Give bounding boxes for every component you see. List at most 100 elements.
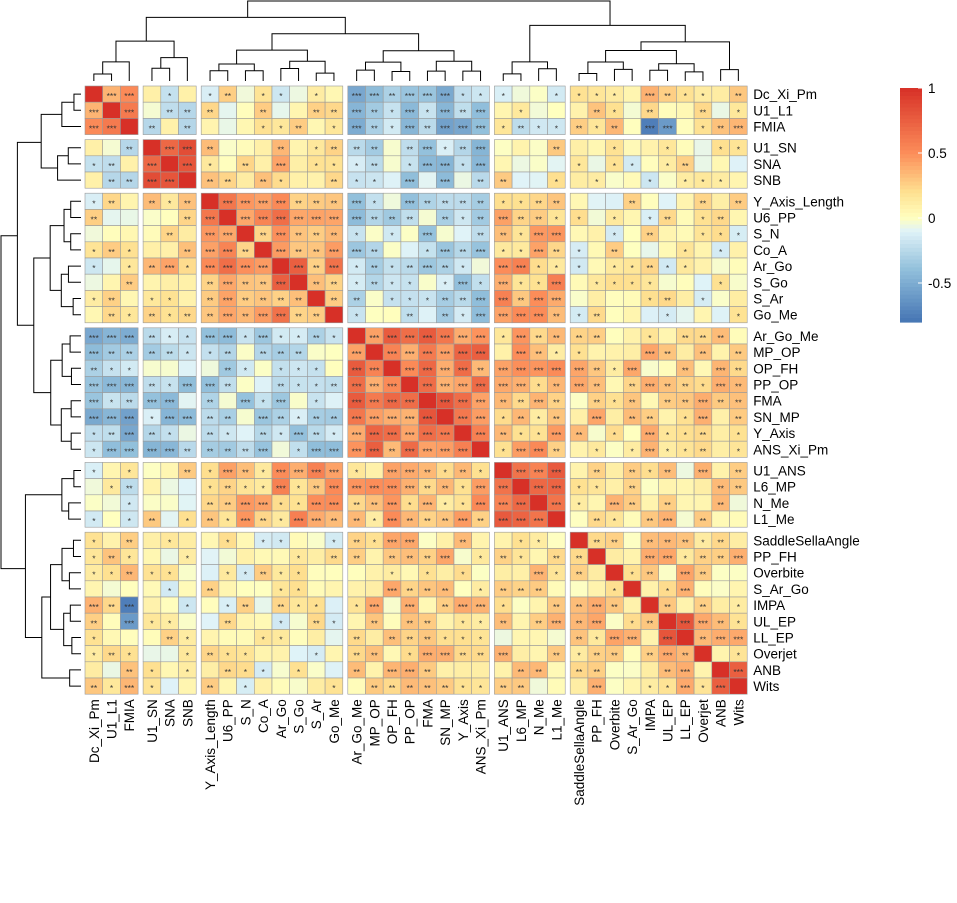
heatmap-cell bbox=[587, 241, 606, 259]
significance-mark: * bbox=[479, 635, 483, 645]
heatmap-cell bbox=[711, 564, 730, 582]
significance-mark: *** bbox=[716, 683, 727, 693]
significance-mark: *** bbox=[440, 247, 451, 257]
significance-mark: ** bbox=[629, 198, 636, 208]
heatmap-cell bbox=[587, 139, 606, 157]
heatmap-cell bbox=[200, 359, 220, 377]
heatmap-cell bbox=[494, 343, 513, 361]
heatmap-cell bbox=[400, 376, 419, 393]
significance-mark: ** bbox=[313, 312, 320, 322]
significance-mark: *** bbox=[476, 382, 487, 392]
significance-mark: ** bbox=[207, 107, 214, 117]
heatmap-cell bbox=[605, 661, 624, 679]
significance-mark: *** bbox=[458, 414, 469, 424]
significance-mark: ** bbox=[313, 484, 320, 494]
significance-mark: * bbox=[684, 446, 688, 456]
significance-mark: ** bbox=[735, 198, 742, 208]
significance-mark: ** bbox=[207, 651, 214, 661]
significance-mark: *** bbox=[405, 484, 416, 494]
significance-mark: ** bbox=[553, 398, 560, 408]
significance-mark: * bbox=[613, 145, 617, 155]
significance-mark: *** bbox=[476, 107, 487, 117]
significance-mark: * bbox=[261, 667, 265, 677]
heatmap-cell bbox=[494, 101, 513, 119]
significance-mark: *** bbox=[422, 349, 433, 359]
heatmap-cell bbox=[511, 478, 531, 496]
heatmap-cell bbox=[347, 580, 366, 598]
dendrogram-branch bbox=[71, 637, 81, 655]
dendrogram-branch bbox=[365, 61, 402, 72]
significance-mark: * bbox=[443, 468, 447, 478]
significance-mark: * bbox=[390, 231, 394, 241]
heatmap-cell bbox=[365, 564, 384, 582]
heatmap-cell bbox=[382, 192, 402, 210]
heatmap-cell bbox=[640, 596, 660, 614]
significance-mark: ** bbox=[389, 215, 396, 225]
heatmap-cell bbox=[622, 645, 642, 663]
heatmap-cell bbox=[471, 564, 490, 582]
significance-mark: *** bbox=[733, 635, 744, 645]
dendrogram-branch bbox=[613, 68, 633, 81]
significance-mark: *** bbox=[498, 279, 509, 289]
significance-mark: * bbox=[701, 296, 705, 306]
significance-mark: ** bbox=[371, 651, 378, 661]
significance-mark: ** bbox=[108, 554, 115, 564]
heatmap-cell bbox=[640, 661, 660, 679]
heatmap-cell bbox=[569, 392, 589, 410]
significance-mark: *** bbox=[534, 231, 545, 241]
significance-mark: ** bbox=[353, 635, 360, 645]
column-label: IMPA bbox=[643, 699, 658, 731]
significance-mark: ** bbox=[553, 312, 560, 322]
significance-mark: ** bbox=[184, 247, 191, 257]
significance-mark: ** bbox=[313, 231, 320, 241]
dendrogram-branch bbox=[315, 72, 335, 81]
heatmap-cell bbox=[84, 478, 104, 496]
heatmap-cell bbox=[640, 241, 660, 259]
significance-mark: ** bbox=[682, 161, 689, 171]
heatmap-cell bbox=[435, 661, 455, 679]
heatmap-cell bbox=[271, 440, 291, 458]
heatmap-cell bbox=[729, 677, 748, 695]
significance-mark: * bbox=[479, 683, 483, 693]
heatmap-cell bbox=[729, 241, 748, 259]
legend-swatch bbox=[900, 232, 922, 237]
significance-mark: *** bbox=[124, 333, 135, 343]
column-label: Overjet bbox=[696, 699, 711, 743]
significance-mark: ** bbox=[331, 231, 338, 241]
heatmap-cell bbox=[605, 548, 624, 565]
significance-mark: * bbox=[297, 500, 301, 510]
significance-mark: *** bbox=[458, 398, 469, 408]
row-label: ANB bbox=[753, 663, 781, 678]
significance-mark: ** bbox=[735, 382, 742, 392]
significance-mark: ** bbox=[331, 177, 338, 187]
significance-mark: * bbox=[479, 554, 483, 564]
significance-mark: ** bbox=[518, 124, 525, 134]
significance-mark: * bbox=[577, 215, 581, 225]
heatmap-cell bbox=[605, 290, 624, 307]
significance-mark: * bbox=[537, 263, 541, 273]
heatmap-cell bbox=[569, 225, 589, 243]
heatmap-cell bbox=[254, 677, 273, 695]
significance-mark: *** bbox=[516, 516, 527, 526]
significance-mark: *** bbox=[294, 468, 305, 478]
row-label: IMPA bbox=[753, 598, 785, 613]
heatmap-cell bbox=[658, 241, 677, 259]
significance-mark: ** bbox=[477, 177, 484, 187]
heatmap-cell bbox=[218, 155, 237, 173]
column-label: S_N bbox=[238, 699, 253, 725]
significance-mark: *** bbox=[440, 651, 451, 661]
significance-mark: * bbox=[648, 333, 652, 343]
heatmap-cell bbox=[640, 139, 660, 157]
significance-mark: *** bbox=[698, 398, 709, 408]
dendrogram-branch bbox=[462, 70, 482, 81]
significance-mark: * bbox=[226, 537, 230, 547]
significance-mark: ** bbox=[611, 124, 618, 134]
significance-mark: * bbox=[332, 124, 336, 134]
significance-mark: *** bbox=[387, 430, 398, 440]
heatmap-cell bbox=[569, 462, 589, 479]
significance-mark: *** bbox=[276, 398, 287, 408]
significance-mark: ** bbox=[500, 586, 507, 596]
significance-mark: *** bbox=[733, 124, 744, 134]
heatmap-cell bbox=[640, 155, 660, 173]
significance-mark: * bbox=[128, 365, 132, 375]
